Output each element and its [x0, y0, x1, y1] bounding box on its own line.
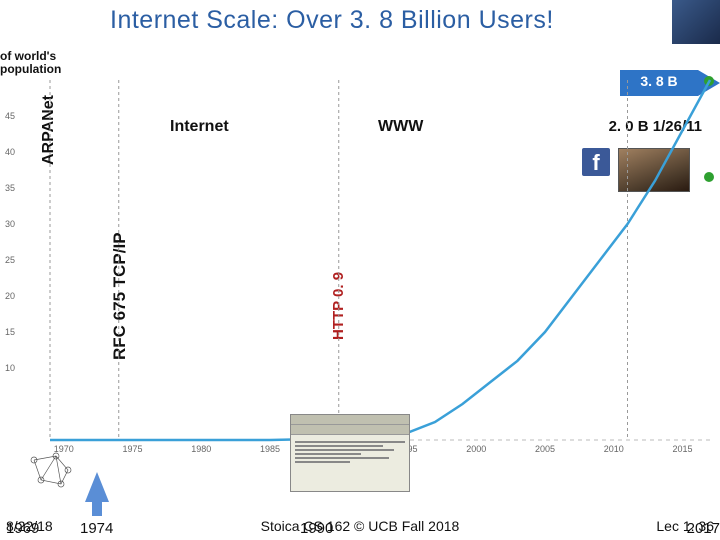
svg-text:2005: 2005 [535, 444, 555, 454]
svg-text:2015: 2015 [673, 444, 693, 454]
arpanet-sketch-image [26, 450, 76, 490]
svg-text:30: 30 [5, 219, 15, 229]
footer-center: Stoica CS 162 © UCB Fall 2018 [0, 518, 720, 534]
browser-screenshot-image [290, 414, 410, 492]
slide: Internet Scale: Over 3. 8 Billion Users!… [0, 0, 720, 540]
up-arrow-stem [92, 500, 102, 516]
svg-text:2010: 2010 [604, 444, 624, 454]
svg-text:25: 25 [5, 255, 15, 265]
svg-text:2000: 2000 [466, 444, 486, 454]
svg-text:1985: 1985 [260, 444, 280, 454]
corner-image [672, 0, 720, 44]
growth-chart: 1015202530354045197019751980198519901995… [0, 60, 720, 470]
svg-text:10: 10 [5, 363, 15, 373]
svg-text:45: 45 [5, 111, 15, 121]
svg-text:1975: 1975 [123, 444, 143, 454]
slide-title: Internet Scale: Over 3. 8 Billion Users! [110, 6, 554, 35]
svg-text:35: 35 [5, 183, 15, 193]
footer-right: Lec 1. 36 [656, 518, 714, 534]
svg-text:20: 20 [5, 291, 15, 301]
svg-text:15: 15 [5, 327, 15, 337]
svg-text:1980: 1980 [191, 444, 211, 454]
svg-text:40: 40 [5, 147, 15, 157]
up-arrow-icon [85, 472, 109, 502]
